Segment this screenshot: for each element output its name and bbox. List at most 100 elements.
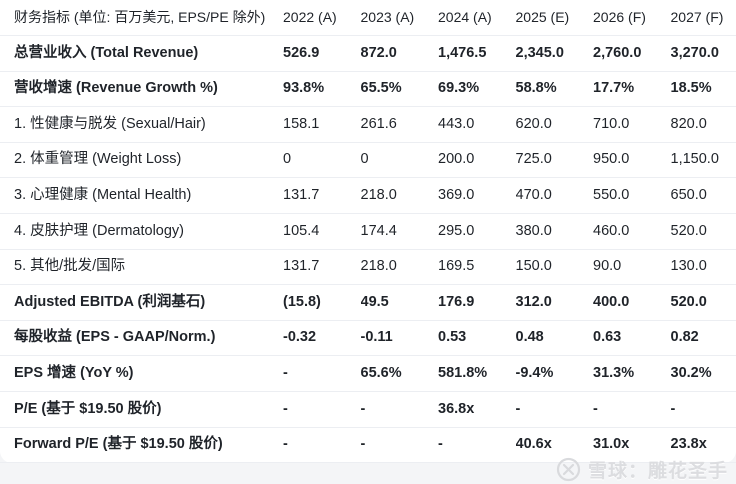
cell-value: - [515, 391, 593, 428]
cell-value: 2,760.0 [593, 35, 671, 72]
cell-value: 950.0 [593, 142, 671, 179]
row-label: 1. 性健康与脱发 (Sexual/Hair) [0, 106, 283, 143]
cell-value: 443.0 [438, 106, 516, 143]
cell-value: 550.0 [593, 177, 671, 215]
cell-value: 460.0 [593, 213, 671, 250]
cell-value: 218.0 [360, 177, 438, 215]
cell-value: 17.7% [593, 71, 671, 108]
cell-value: 30.2% [670, 355, 736, 393]
cell-value: 131.7 [283, 177, 361, 215]
table-row: 总营业收入 (Total Revenue) 526.9 872.0 1,476.5 2… [0, 35, 736, 72]
row-label: P/E (基于 $19.50 股价) [0, 391, 283, 428]
cell-value: 400.0 [593, 284, 671, 321]
row-label: 营收增速 (Revenue Growth %) [0, 71, 283, 108]
cell-value: 1,476.5 [438, 35, 516, 72]
header-cell: 2025 (E) [515, 0, 593, 37]
cell-value: 69.3% [438, 71, 516, 108]
cell-value: 58.8% [515, 71, 593, 108]
table-row: P/E (基于 $19.50 股价) - -36.8x - - - [0, 391, 736, 428]
cell-value: 312.0 [515, 284, 593, 321]
cell-value: 520.0 [670, 284, 736, 321]
row-label: Forward P/E (基于 $19.50 股价) [0, 427, 283, 464]
table-row: 每股收益 (EPS - GAAP/Norm.) -0.32 -0.11 0.53 0.… [0, 320, 736, 357]
cell-value: 169.5 [438, 249, 516, 286]
cell-value: 0.48 [515, 320, 593, 357]
cell-value: 131.7 [283, 249, 361, 286]
cell-value: - [593, 391, 671, 428]
cell-value: 31.3% [593, 355, 671, 393]
cell-value: 261.6 [360, 106, 438, 143]
cell-value: 0 [360, 142, 438, 179]
cell-value: - [283, 391, 361, 428]
table-row: 3. 心理健康 (Mental Health) 131.7 218.0 369.0 4… [0, 177, 736, 215]
row-label: Adjusted EBITDA (利润基石) [0, 284, 283, 321]
cell-value: -0.11 [360, 320, 438, 357]
cell-value: 90.0 [593, 249, 671, 286]
cell-value: 710.0 [593, 106, 671, 143]
cell-value: 581.8% [438, 355, 516, 393]
cell-value: 93.8% [283, 71, 361, 108]
row-label: 3. 心理健康 (Mental Health) [0, 177, 283, 215]
cell-value: 65.6% [360, 355, 438, 393]
cell-value: - [670, 391, 736, 428]
cell-value: 200.0 [438, 142, 516, 179]
cell-value: 0.63 [593, 320, 671, 357]
row-label: 总营业收入 (Total Revenue) [0, 35, 283, 72]
table-header-row: 财务指标 (单位: 百万美元, EPS/PE 除外) 2022 (A) 2023 (… [0, 0, 736, 37]
row-label: 5. 其他/批发/国际 [0, 249, 283, 286]
header-cell: 2027 (F) [670, 0, 736, 37]
table-row: 4. 皮肤护理 (Dermatology) 105.4 174.4 295.0 380… [0, 213, 736, 250]
cell-value: - [360, 427, 438, 464]
cell-value: 18.5% [670, 71, 736, 108]
row-label: 2. 体重管理 (Weight Loss) [0, 142, 283, 179]
cell-value: - [360, 391, 438, 428]
cell-value: 65.5% [360, 71, 438, 108]
cell-value: 23.8x [670, 427, 736, 464]
cell-value: 2,345.0 [515, 35, 593, 72]
table-row: 2. 体重管理 (Weight Loss) 0 0 200.0 725.0 950.0 1… [0, 142, 736, 179]
cell-value: 380.0 [515, 213, 593, 250]
cell-value: 620.0 [515, 106, 593, 143]
cell-value: 0.82 [670, 320, 736, 357]
cell-value: 174.4 [360, 213, 438, 250]
cell-value: 1,150.0 [670, 142, 736, 179]
table-row: Adjusted EBITDA (利润基石) (15.8) 49.5 176.9 31… [0, 284, 736, 321]
table-row: 1. 性健康与脱发 (Sexual/Hair) 158.1 261.6 443.0 6… [0, 106, 736, 143]
header-cell: 2026 (F) [593, 0, 671, 37]
cell-value: 295.0 [438, 213, 516, 250]
cell-value: 31.0x [593, 427, 671, 464]
cell-value: 218.0 [360, 249, 438, 286]
row-label: EPS 增速 (YoY %) [0, 355, 283, 393]
cell-value: 49.5 [360, 284, 438, 321]
cell-value: 40.6x [515, 427, 593, 464]
cell-value: 820.0 [670, 106, 736, 143]
cell-value: 105.4 [283, 213, 361, 250]
cell-value: 3,270.0 [670, 35, 736, 72]
cell-value: 176.9 [438, 284, 516, 321]
cell-value: - [283, 427, 361, 464]
cell-value: 0.53 [438, 320, 516, 357]
cell-value: - [438, 427, 516, 464]
cell-value: -9.4% [515, 355, 593, 393]
cell-value: 526.9 [283, 35, 361, 72]
cell-value: - [283, 355, 361, 393]
cell-value: 725.0 [515, 142, 593, 179]
table-row: EPS 增速 (YoY %) -65.6% 581.8% -9.4% 31.3% 30.… [0, 355, 736, 393]
cell-value: 150.0 [515, 249, 593, 286]
table-row: 营收增速 (Revenue Growth %) 93.8% 65.5% 69.3% 5… [0, 71, 736, 108]
cell-value: 520.0 [670, 213, 736, 250]
table-row: 5. 其他/批发/国际 131.7 218.0 169.5 150.0 90.0 130.… [0, 249, 736, 286]
cell-value: 0 [283, 142, 361, 179]
cell-value: 36.8x [438, 391, 516, 428]
header-cell: 2023 (A) [360, 0, 438, 37]
cell-value: 470.0 [515, 177, 593, 215]
cell-value: (15.8) [283, 284, 361, 321]
header-cell: 2022 (A) [283, 0, 361, 37]
cell-value: 158.1 [283, 106, 361, 143]
financial-table-card: 财务指标 (单位: 百万美元, EPS/PE 除外) 2022 (A) 2023 (… [0, 0, 736, 464]
row-label: 每股收益 (EPS - GAAP/Norm.) [0, 320, 283, 357]
header-cell: 2024 (A) [438, 0, 516, 37]
financial-metrics-table: 财务指标 (单位: 百万美元, EPS/PE 除外) 2022 (A) 2023 (… [0, 0, 736, 464]
cell-value: 872.0 [360, 35, 438, 72]
cell-value: 130.0 [670, 249, 736, 286]
